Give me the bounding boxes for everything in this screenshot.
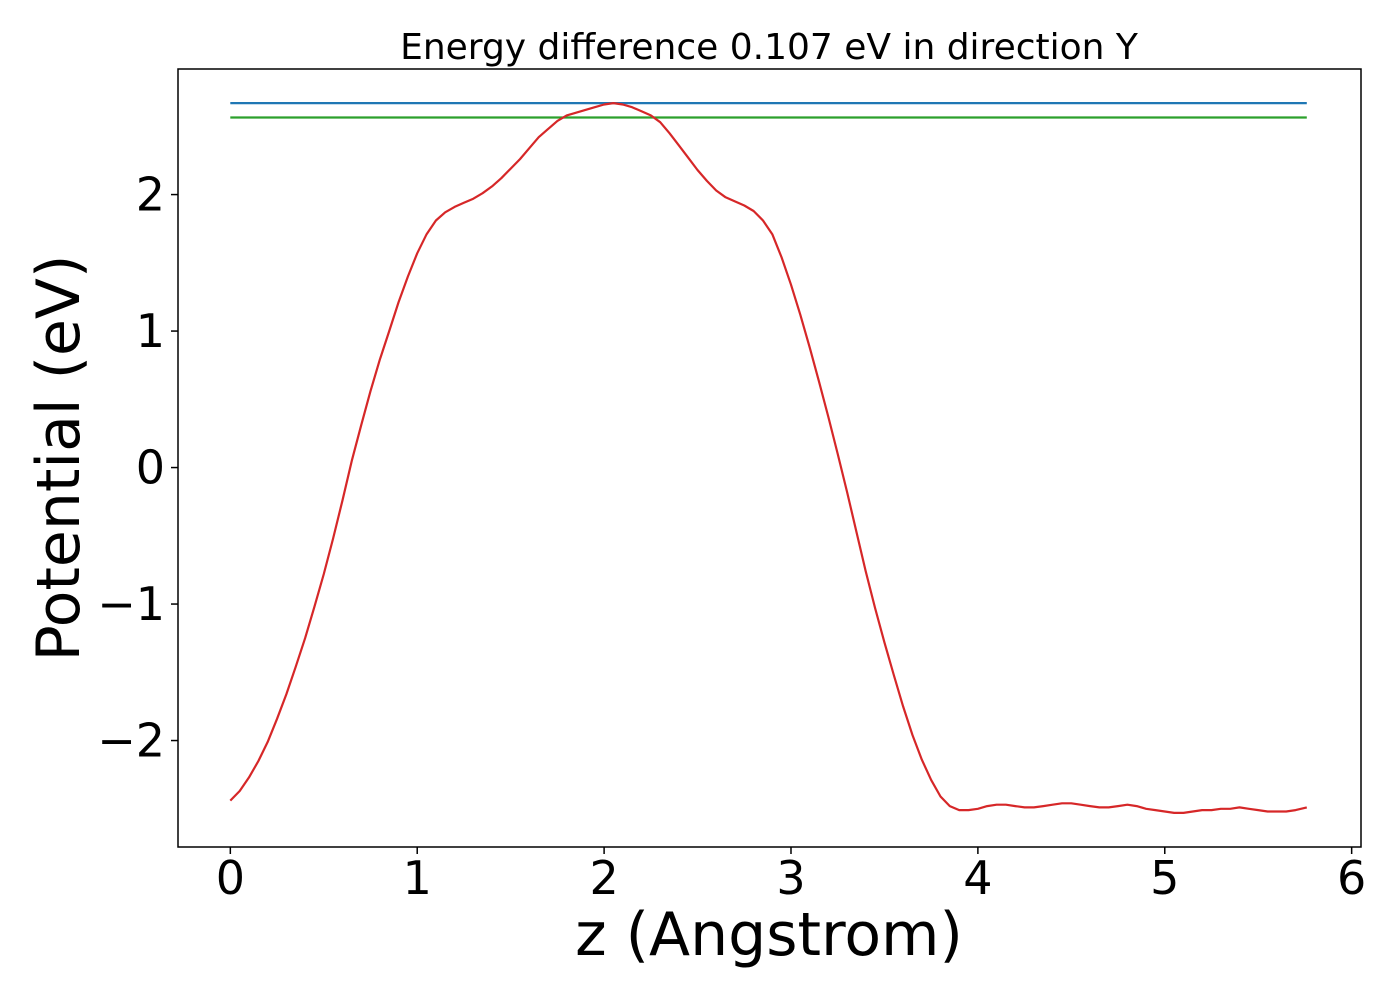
y-tick-label: 1	[136, 304, 165, 358]
x-axis: 0 1 2 3 4 5 6	[216, 847, 1366, 905]
x-axis-label: z (Angstrom)	[575, 900, 963, 970]
x-tick-label: 4	[963, 851, 992, 905]
series-line-2	[229, 101, 1308, 815]
x-tick-label: 1	[403, 851, 432, 905]
y-tick-label: −2	[97, 714, 165, 768]
plot-area	[229, 101, 1308, 815]
x-tick-label: 6	[1337, 851, 1366, 905]
y-tick-label: −1	[97, 577, 165, 631]
y-tick-label: 2	[136, 168, 165, 222]
y-tick-label: 0	[136, 441, 165, 495]
x-tick-label: 0	[216, 851, 245, 905]
y-axis: −2 −1 0 1 2	[97, 168, 178, 768]
plot-frame	[177, 68, 1362, 848]
x-tick-label: 3	[776, 851, 805, 905]
chart-title: Energy difference 0.107 eV in direction …	[400, 27, 1139, 68]
y-axis-label: Potential (eV)	[24, 255, 94, 662]
x-tick-label: 2	[589, 851, 618, 905]
x-tick-label: 5	[1150, 851, 1179, 905]
